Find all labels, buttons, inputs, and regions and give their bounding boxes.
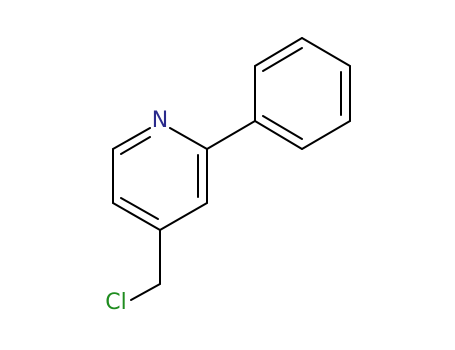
bond <box>169 127 208 150</box>
bonds <box>112 37 351 301</box>
bond <box>112 202 161 231</box>
bond <box>120 136 151 155</box>
bond <box>254 37 303 67</box>
bond <box>262 47 303 72</box>
bond <box>112 127 151 150</box>
bond <box>159 202 208 231</box>
atom-label: N <box>152 108 168 133</box>
bond <box>301 37 351 67</box>
bond <box>206 120 256 150</box>
bond <box>120 197 159 220</box>
atom-label: Cl <box>105 290 126 315</box>
bond <box>301 120 351 150</box>
bond <box>262 115 303 140</box>
bond <box>254 120 303 150</box>
bond <box>130 283 161 301</box>
